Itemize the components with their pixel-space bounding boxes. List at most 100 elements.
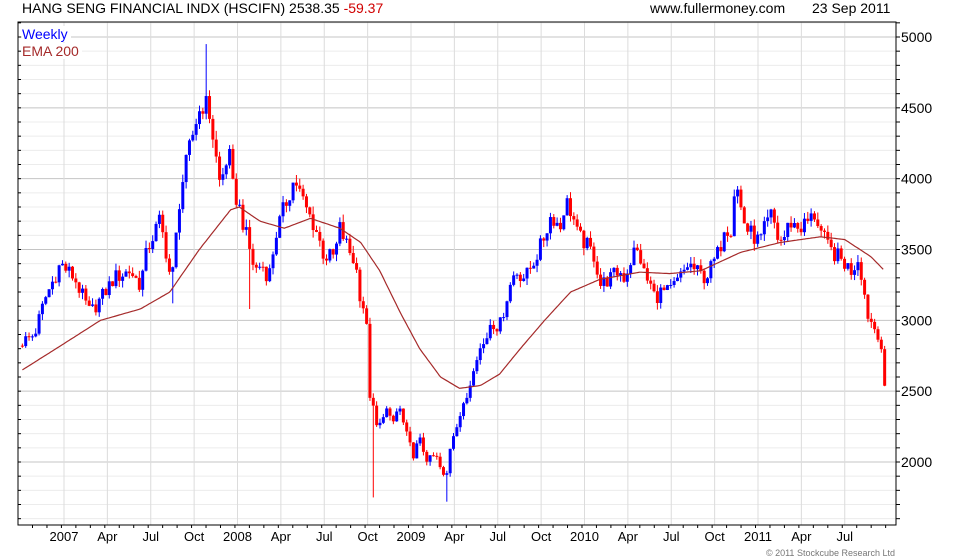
candle-body <box>408 431 412 443</box>
candle-body <box>154 223 158 242</box>
candle-body <box>348 238 352 253</box>
candle-body <box>849 263 853 275</box>
candle-body <box>679 271 683 278</box>
y-tick-label: 3500 <box>901 242 932 258</box>
candle-body <box>478 348 482 361</box>
candle-body <box>431 455 435 457</box>
y-tick-label: 2000 <box>901 454 932 470</box>
candle-body <box>104 288 108 296</box>
candle-body <box>629 265 633 274</box>
candle-body <box>689 263 693 268</box>
candle-body <box>84 288 88 301</box>
candle-body <box>117 270 121 281</box>
candle-body <box>706 278 710 284</box>
x-tick-label: Jul <box>663 529 680 544</box>
candle-body <box>572 216 576 220</box>
candle-body <box>655 291 659 303</box>
candle-body <box>421 437 425 452</box>
candle-body <box>274 237 278 255</box>
candle-body <box>291 182 295 201</box>
candle-body <box>37 314 41 334</box>
candle-body <box>498 317 502 332</box>
candle-body <box>157 214 161 224</box>
x-tick-label: Oct <box>184 529 205 544</box>
candle-body <box>652 283 656 292</box>
candle-body <box>558 222 562 230</box>
candle-body <box>665 285 669 290</box>
candle-body <box>625 273 629 282</box>
candle-body <box>472 371 476 386</box>
candle-body <box>177 209 181 233</box>
candle-body <box>759 234 763 236</box>
candle-body <box>57 265 61 283</box>
candle-body <box>789 222 793 228</box>
candle-body <box>873 321 877 330</box>
candle-body <box>401 408 405 423</box>
candle-body <box>398 408 402 412</box>
candle-body <box>799 228 803 233</box>
candle-body <box>779 239 783 241</box>
candle-body <box>605 277 609 287</box>
candle-body <box>568 198 572 217</box>
x-tick-label: Apr <box>618 529 639 544</box>
candle-body <box>371 397 375 406</box>
candle-body <box>802 218 806 233</box>
candle-body <box>542 238 546 241</box>
candle-body <box>458 416 462 428</box>
candle-body <box>378 422 382 426</box>
candle-body <box>739 189 743 208</box>
candle-body <box>34 333 38 337</box>
candle-body <box>101 288 105 299</box>
candle-body <box>311 214 315 231</box>
y-tick-label: 4000 <box>901 171 932 187</box>
candle-body <box>522 278 526 281</box>
candle-body <box>505 301 509 318</box>
candle-body <box>843 258 847 269</box>
candle-body <box>515 274 519 276</box>
candle-body <box>54 281 58 283</box>
candle-body <box>208 96 212 119</box>
candle-body <box>351 252 355 264</box>
candle-body <box>30 336 34 338</box>
candle-body <box>826 231 830 240</box>
candle-body <box>769 209 773 218</box>
site-link[interactable]: www.fullermoney.com <box>650 0 786 16</box>
candle-body <box>742 207 746 224</box>
candle-body <box>599 274 603 286</box>
candle-body <box>645 268 649 281</box>
title-text: HANG SENG FINANCIAL INDX (HSCIFN) 2538.3… <box>22 0 340 16</box>
candle-body <box>695 265 699 270</box>
candle-body <box>822 230 826 232</box>
candle-body <box>635 247 639 251</box>
candle-body <box>271 254 275 269</box>
x-tick-label: 2007 <box>50 529 79 544</box>
candle-body <box>44 297 48 304</box>
candle-body <box>70 266 74 279</box>
candle-body <box>91 304 95 306</box>
candle-body <box>585 237 589 249</box>
candle-body <box>111 281 115 287</box>
y-tick-label: 4500 <box>901 100 932 116</box>
candle-body <box>218 156 222 180</box>
candle-body <box>622 273 626 282</box>
candle-body <box>368 323 372 398</box>
candle-body <box>836 248 840 262</box>
candle-body <box>258 266 262 268</box>
candle-body <box>268 268 272 282</box>
candle-body <box>67 266 71 271</box>
candle-body <box>391 415 395 422</box>
legend-weekly: Weekly <box>22 26 71 42</box>
candle-body <box>508 284 512 302</box>
candle-body <box>712 258 716 262</box>
candle-body <box>294 182 298 186</box>
candle-body <box>468 385 472 398</box>
candle-body <box>231 148 235 179</box>
candle-body <box>639 250 643 264</box>
candle-body <box>819 226 823 231</box>
candle-body <box>241 204 245 230</box>
candle-body <box>201 111 205 114</box>
candle-body <box>418 437 422 444</box>
candle-body <box>495 329 499 332</box>
candle-body <box>425 451 429 462</box>
candle-body <box>532 265 536 269</box>
